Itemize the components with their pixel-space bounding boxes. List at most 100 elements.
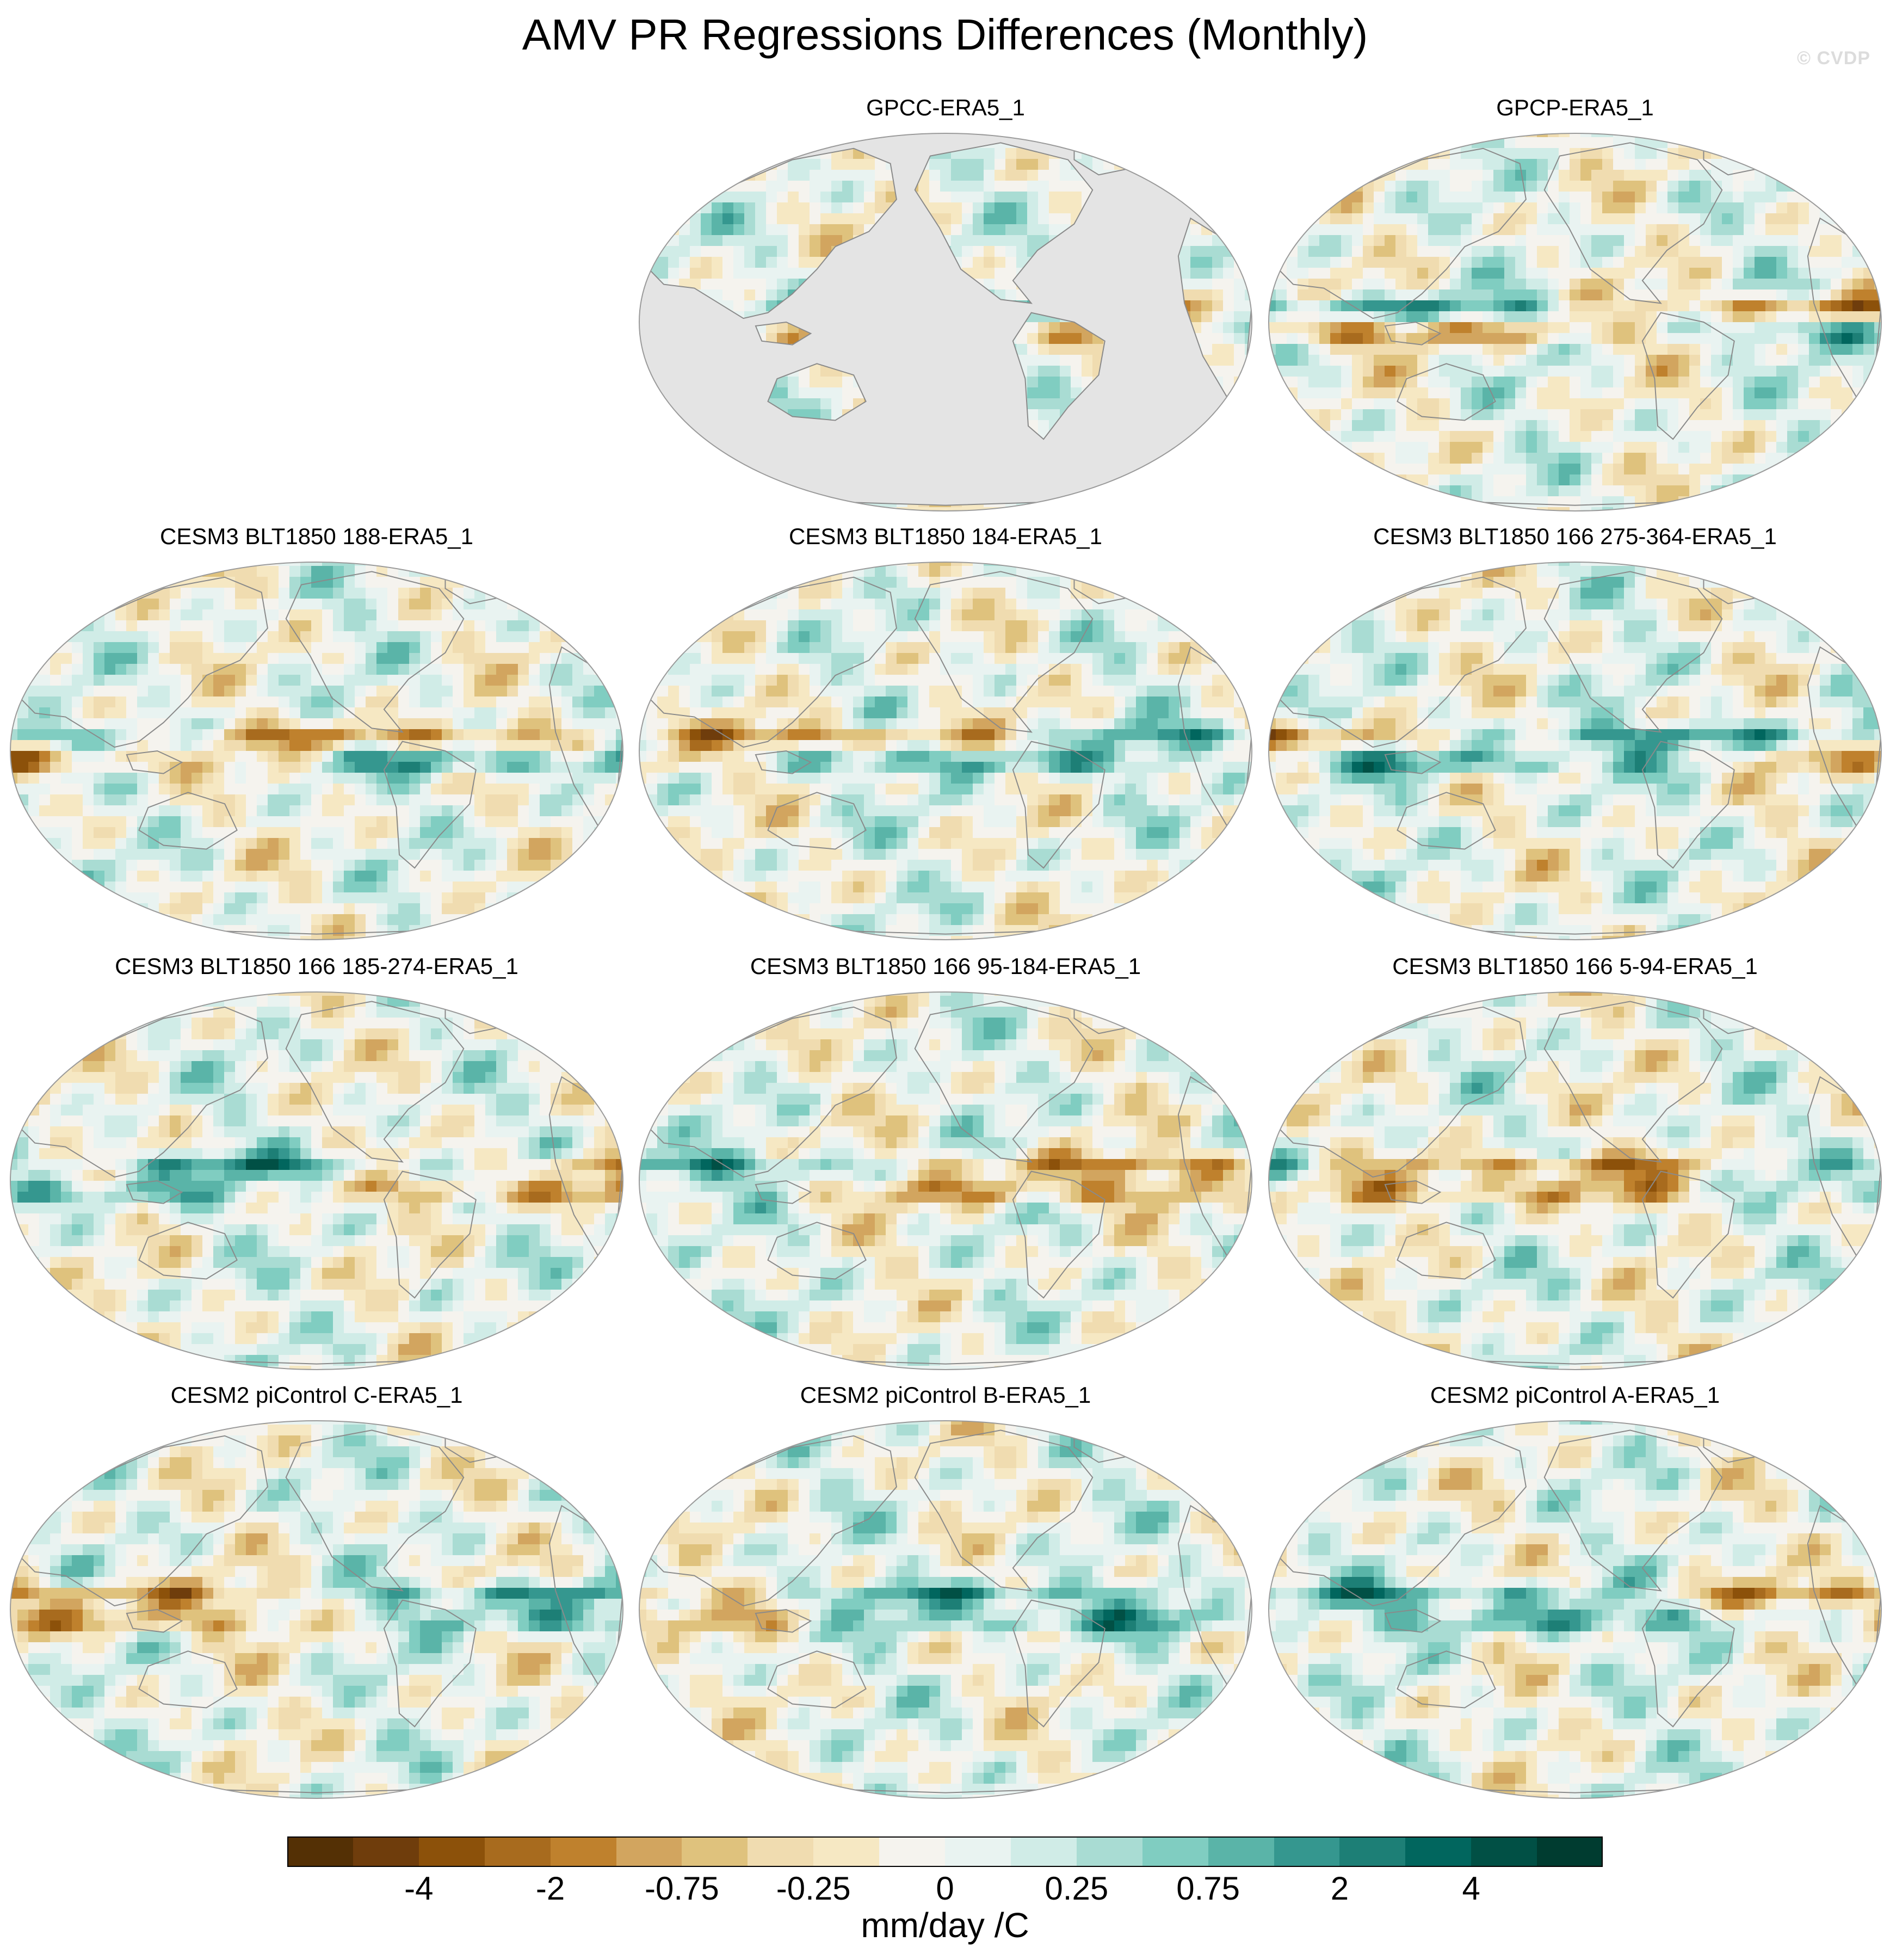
coastline xyxy=(1641,1599,1735,1728)
map-border xyxy=(639,1420,1252,1799)
coastline xyxy=(1641,1170,1735,1299)
colorbar-swatch xyxy=(748,1836,814,1867)
map-field xyxy=(639,1421,1252,1798)
coastline xyxy=(1397,1222,1496,1280)
coastline xyxy=(1641,312,1735,440)
coastline xyxy=(285,1429,465,1592)
map-field xyxy=(10,992,623,1370)
map-field xyxy=(10,562,623,940)
map-border xyxy=(1268,133,1882,511)
colorbar-tick-label: -4 xyxy=(404,1870,434,1907)
world-map xyxy=(639,562,1252,940)
coastline xyxy=(755,1608,812,1633)
coastline xyxy=(138,1650,238,1709)
map-panel: CESM2 piControl B-ERA5_1 xyxy=(635,1381,1256,1811)
colorbar-swatch xyxy=(813,1836,880,1867)
coastline xyxy=(383,741,477,869)
panel-title: CESM3 BLT1850 166 5-94-ERA5_1 xyxy=(1392,953,1758,979)
map-field xyxy=(1269,992,1881,1370)
coastline xyxy=(383,1170,477,1299)
world-map xyxy=(1268,991,1882,1370)
colorbar-tick-label: 0.25 xyxy=(1045,1870,1109,1907)
panel-title: GPCP-ERA5_1 xyxy=(1496,95,1654,120)
coastline xyxy=(644,576,897,748)
coastline xyxy=(1274,1435,1527,1607)
map-field xyxy=(1269,562,1881,940)
colorbar-swatch xyxy=(616,1836,682,1867)
colorbar-swatch xyxy=(1405,1836,1472,1867)
map-field xyxy=(639,133,1252,511)
coastline xyxy=(1384,321,1442,346)
coastline xyxy=(285,571,465,733)
coastline xyxy=(1543,1429,1723,1592)
map-border xyxy=(639,133,1252,511)
coastline xyxy=(1012,1170,1105,1299)
colorbar-swatch xyxy=(353,1836,419,1867)
map-panel: CESM3 BLT1850 166 5-94-ERA5_1 xyxy=(1265,952,1885,1382)
map-panel: CESM3 BLT1850 166 185-274-ERA5_1 xyxy=(7,952,627,1382)
coastline xyxy=(1012,312,1105,440)
colorbar-swatch xyxy=(879,1836,946,1867)
colorbar-tick-label: -2 xyxy=(535,1870,565,1907)
colorbar-swatch xyxy=(1339,1836,1406,1867)
map-panel: CESM2 piControl A-ERA5_1 xyxy=(1265,1381,1885,1811)
colorbar xyxy=(287,1836,1603,1867)
coastline xyxy=(914,571,1094,733)
panel-title: CESM3 BLT1850 166 275-364-ERA5_1 xyxy=(1373,523,1777,549)
colorbar-swatch xyxy=(1076,1836,1143,1867)
coastline xyxy=(285,1001,465,1163)
colorbar-swatch xyxy=(418,1836,485,1867)
map-border xyxy=(1268,1420,1882,1799)
colorbar-frame xyxy=(287,1836,1603,1867)
map-field xyxy=(639,992,1252,1370)
coastline xyxy=(1384,1608,1442,1633)
colorbar-swatch xyxy=(1208,1836,1274,1867)
colorbar-swatch xyxy=(945,1836,1011,1867)
map-border xyxy=(1268,562,1882,940)
coastline xyxy=(767,363,867,421)
panel-title: CESM2 piControl B-ERA5_1 xyxy=(800,1382,1091,1408)
coastline xyxy=(644,1006,897,1178)
world-map xyxy=(10,562,623,940)
colorbar-swatch xyxy=(1471,1836,1537,1867)
coastline xyxy=(755,1180,812,1204)
colorbar-tick-label: 0.75 xyxy=(1176,1870,1240,1907)
world-map xyxy=(639,1420,1252,1799)
coastline xyxy=(15,1435,268,1607)
map-border xyxy=(639,991,1252,1370)
world-map xyxy=(1268,562,1882,940)
coastline xyxy=(138,1222,238,1280)
colorbar-swatch xyxy=(1537,1836,1603,1867)
coastline xyxy=(767,1650,867,1709)
coastline xyxy=(1012,1599,1105,1728)
coastline xyxy=(767,792,867,850)
colorbar-tick-label: 4 xyxy=(1462,1870,1480,1907)
world-map xyxy=(1268,133,1882,511)
world-map xyxy=(639,133,1252,511)
map-border xyxy=(10,1420,623,1799)
panel-title: CESM3 BLT1850 166 95-184-ERA5_1 xyxy=(750,953,1141,979)
coastline xyxy=(1641,741,1735,869)
colorbar-tick-label: 2 xyxy=(1330,1870,1349,1907)
coastline xyxy=(1012,741,1105,869)
coastline xyxy=(755,321,812,346)
colorbar-swatch xyxy=(1274,1836,1340,1867)
colorbar-units: mm/day /C xyxy=(861,1906,1029,1945)
panel-title: CESM3 BLT1850 184-ERA5_1 xyxy=(789,523,1102,549)
cvdp-watermark: © CVDP xyxy=(1797,48,1870,69)
map-field xyxy=(1269,1421,1881,1798)
coastline xyxy=(15,1006,268,1178)
coastline xyxy=(755,750,812,774)
world-map xyxy=(10,1420,623,1799)
map-field xyxy=(639,562,1252,940)
map-panel: CESM3 BLT1850 184-ERA5_1 xyxy=(635,522,1256,952)
coastline xyxy=(1543,1001,1723,1163)
coastline xyxy=(126,750,183,774)
coastline xyxy=(126,1180,183,1204)
coastline xyxy=(767,1222,867,1280)
coastline xyxy=(914,1001,1094,1163)
coastline xyxy=(1274,147,1527,319)
colorbar-swatch xyxy=(550,1836,616,1867)
map-border xyxy=(10,991,623,1370)
coastline xyxy=(383,1599,477,1728)
